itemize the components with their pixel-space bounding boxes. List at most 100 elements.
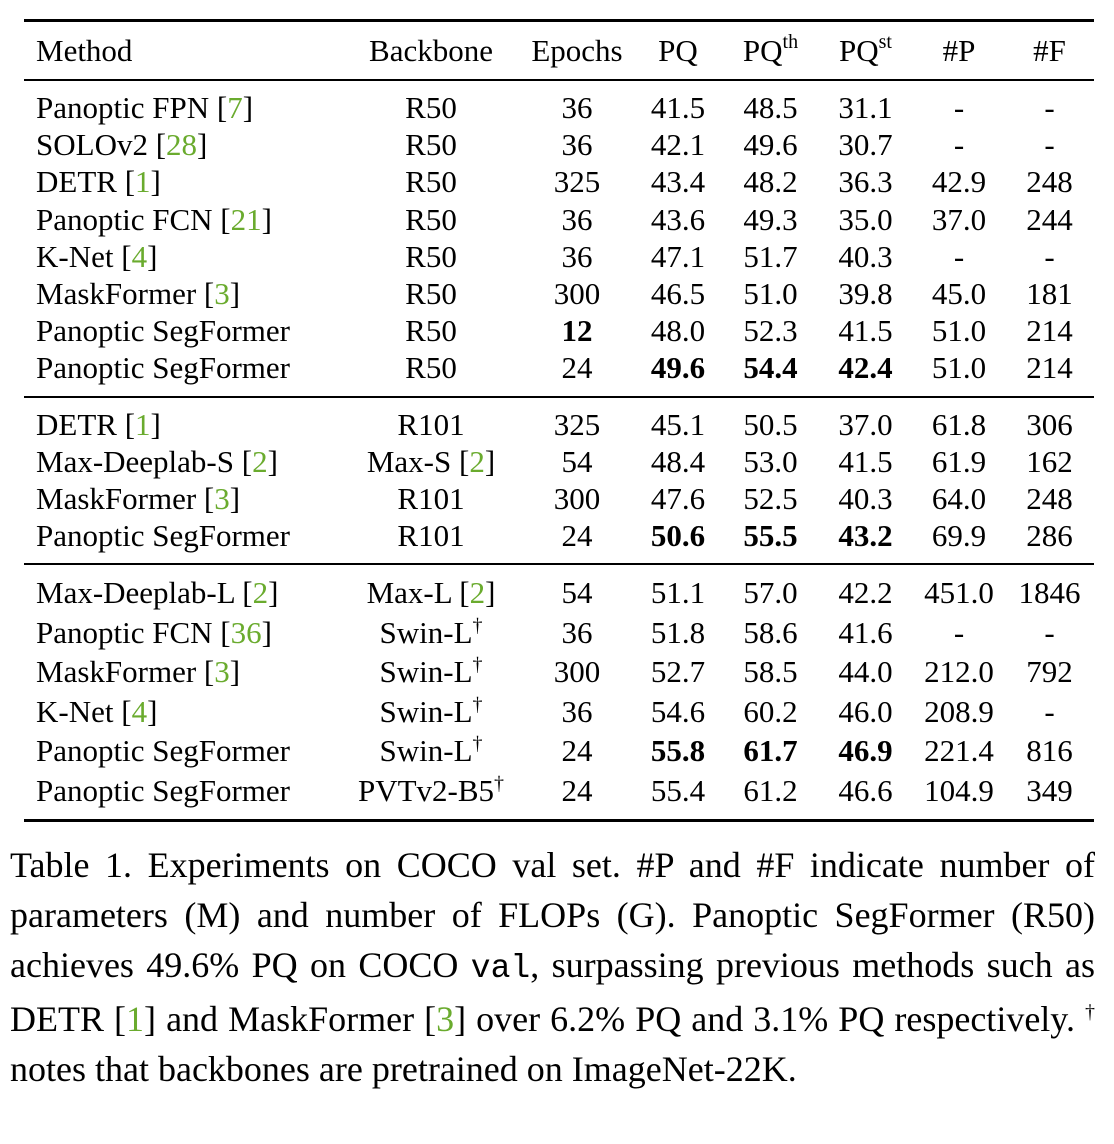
bottom-rule bbox=[24, 819, 1094, 823]
citation-link[interactable]: 3 bbox=[214, 654, 230, 690]
method-name: MaskFormer bbox=[36, 276, 204, 312]
cell-pq: 45.1 bbox=[650, 406, 706, 442]
cell-epochs: 36 bbox=[561, 90, 593, 125]
table-row: Panoptic FCN [21] R50 36 43.6 49.3 35.0 37.0 24… bbox=[24, 201, 1094, 238]
caption-code: val bbox=[470, 950, 531, 987]
citation-link[interactable]: 2 bbox=[469, 443, 485, 479]
cell-flops: 792 bbox=[1026, 654, 1073, 690]
cell-pq-things: 52.5 bbox=[743, 481, 798, 517]
header-pq-stuff-base: PQ bbox=[839, 33, 879, 68]
header-pq-things-base: PQ bbox=[742, 33, 783, 68]
citation-link[interactable]: 3 bbox=[214, 481, 230, 517]
citation-link[interactable]: 1 bbox=[135, 406, 151, 442]
citation-link[interactable]: 21 bbox=[230, 201, 262, 237]
cell-pq: 54.6 bbox=[650, 693, 706, 729]
backbone-name: PVTv2-B5 bbox=[357, 772, 495, 808]
cell-pq-stuff: 43.2 bbox=[838, 518, 893, 554]
cell-method: Panoptic SegFormer bbox=[24, 349, 341, 395]
table-caption: Table 1. Experiments on COCO val set. #P… bbox=[10, 840, 1095, 1094]
dagger-mark: † bbox=[472, 614, 483, 637]
cell-params: 221.4 bbox=[924, 733, 994, 769]
citation-bracket-close: ] bbox=[150, 164, 161, 200]
cell-params: - bbox=[953, 90, 965, 125]
header-pq: PQ bbox=[658, 33, 698, 68]
citation-bracket-close: ] bbox=[229, 481, 241, 517]
section-rule bbox=[24, 563, 1094, 566]
top-rule bbox=[24, 19, 1094, 22]
cell-pq-things: 53.0 bbox=[743, 443, 798, 479]
cell-pq-stuff: 46.6 bbox=[838, 772, 893, 808]
cell-flops: 248 bbox=[1026, 164, 1073, 200]
caption-dagger-mark: † bbox=[1085, 1001, 1096, 1023]
cell-pq-things: 58.5 bbox=[743, 654, 798, 690]
backbone-name: R101 bbox=[397, 481, 465, 517]
cell-pq: 43.6 bbox=[650, 201, 706, 237]
header-backbone: Backbone bbox=[369, 33, 493, 68]
results-table-container: Method Backbone Epochs PQ PQth PQst #P #… bbox=[24, 19, 1094, 823]
cell-method: Panoptic SegFormer bbox=[24, 771, 341, 820]
backbone-name: R50 bbox=[405, 276, 457, 312]
cell-pq-things: 51.0 bbox=[743, 276, 798, 312]
backbone-name: R50 bbox=[405, 164, 457, 200]
cell-backbone: PVTv2-B5† bbox=[341, 771, 521, 820]
table-row: MaskFormer [3] R101 300 47.6 52.5 40.3 64.0 248 bbox=[24, 480, 1094, 517]
backbone-name: Swin-L bbox=[379, 693, 473, 729]
citation-link[interactable]: 28 bbox=[166, 127, 198, 163]
caption-citation-link[interactable]: 3 bbox=[436, 999, 455, 1039]
section-large-backbones: Max-Deeplab-L [2] Max-L [2] 54 51.1 57.0 42.2… bbox=[24, 565, 1094, 819]
table-row: K-Net [4] R50 36 47.1 51.7 40.3 - - bbox=[24, 238, 1094, 275]
cell-pq: 43.4 bbox=[650, 164, 706, 200]
cell-params: 104.9 bbox=[924, 772, 994, 808]
method-name: Panoptic SegFormer bbox=[36, 350, 290, 386]
cell-params: - bbox=[953, 127, 965, 163]
citation-bracket-open: [ bbox=[121, 238, 132, 274]
table-row: Max-Deeplab-L [2] Max-L [2] 54 51.1 57.0 42.2… bbox=[24, 565, 1094, 613]
table-row: Panoptic FPN [7] R50 36 41.5 48.5 31.1 - - bbox=[24, 81, 1094, 126]
cell-epochs: 300 bbox=[553, 481, 601, 517]
caption-citation-link[interactable]: 1 bbox=[126, 999, 145, 1039]
backbone-name: R101 bbox=[397, 518, 465, 554]
citation-bracket-close: ] bbox=[484, 443, 496, 479]
citation-link[interactable]: 2 bbox=[252, 575, 269, 611]
cell-epochs: 325 bbox=[553, 406, 601, 442]
cell-params: 208.9 bbox=[924, 693, 994, 729]
cell-epochs: 24 bbox=[561, 772, 593, 808]
citation-link[interactable]: 4 bbox=[131, 693, 148, 729]
citation-link[interactable]: 3 bbox=[214, 276, 230, 312]
citation-link[interactable]: 7 bbox=[227, 90, 243, 125]
cell-method: SOLOv2 [28] bbox=[24, 126, 341, 163]
cell-flops: 244 bbox=[1026, 201, 1073, 237]
cell-flops: 286 bbox=[1026, 518, 1073, 554]
citation-bracket-open: [ bbox=[203, 276, 215, 312]
cell-params: 212.0 bbox=[924, 654, 994, 690]
section-rule-cell bbox=[24, 395, 1094, 398]
cell-method: Max-Deeplab-S [2] bbox=[24, 443, 341, 480]
cell-flops: 1846 bbox=[1018, 575, 1081, 611]
method-name: SOLOv2 bbox=[36, 127, 156, 163]
citation-bracket-open: [ bbox=[124, 164, 136, 200]
citation-link[interactable]: 2 bbox=[469, 575, 486, 611]
section-rule-cell bbox=[24, 563, 1094, 566]
citation-link[interactable]: 1 bbox=[135, 164, 151, 200]
cell-params: 69.9 bbox=[931, 518, 987, 554]
citation-link[interactable]: 2 bbox=[252, 443, 268, 479]
section-r101: DETR [1] R101 325 45.1 50.5 37.0 61.8 306 Max-De… bbox=[24, 398, 1094, 564]
backbone-name: Swin-L bbox=[379, 733, 473, 769]
citation-bracket-open: [ bbox=[155, 127, 167, 163]
backbone-name: R50 bbox=[405, 313, 457, 349]
method-name: DETR bbox=[36, 406, 125, 442]
header-row: Method Backbone Epochs PQ PQth PQst #P #… bbox=[24, 22, 1094, 79]
citation-bracket-close: ] bbox=[197, 127, 208, 163]
citation-bracket-close: ] bbox=[485, 575, 496, 611]
cell-pq-things: 55.5 bbox=[743, 518, 798, 554]
method-name: Panoptic FCN bbox=[36, 614, 221, 650]
table-row: MaskFormer [3] Swin-L† 300 52.7 58.5 44.0 212.… bbox=[24, 652, 1094, 692]
cell-params: 37.0 bbox=[931, 201, 987, 237]
citation-link[interactable]: 36 bbox=[230, 614, 262, 650]
cell-params: - bbox=[953, 238, 965, 274]
cell-pq-stuff: 40.3 bbox=[838, 481, 893, 517]
cell-pq-stuff: 46.9 bbox=[838, 733, 893, 769]
dagger-mark: † bbox=[494, 772, 505, 795]
citation-link[interactable]: 4 bbox=[131, 238, 148, 274]
cell-epochs: 24 bbox=[561, 733, 593, 769]
